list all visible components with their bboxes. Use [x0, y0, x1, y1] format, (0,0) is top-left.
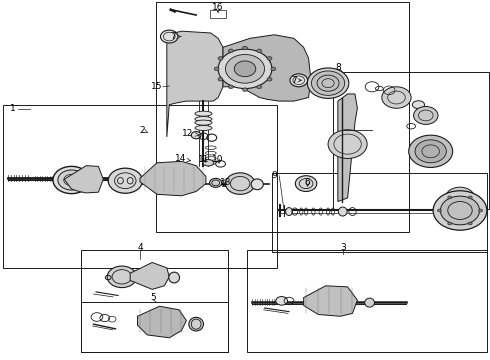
- Text: 12: 12: [182, 129, 199, 138]
- Bar: [156, 3, 409, 232]
- Ellipse shape: [271, 67, 276, 71]
- Ellipse shape: [234, 61, 256, 77]
- Text: 10: 10: [212, 156, 223, 165]
- Bar: [81, 250, 228, 352]
- Text: 6: 6: [305, 178, 311, 187]
- Ellipse shape: [225, 173, 255, 194]
- Ellipse shape: [243, 46, 247, 50]
- Bar: [272, 173, 487, 252]
- Ellipse shape: [365, 298, 374, 307]
- Ellipse shape: [195, 111, 212, 116]
- Ellipse shape: [290, 74, 308, 87]
- Polygon shape: [140, 161, 206, 196]
- Ellipse shape: [338, 207, 347, 216]
- Ellipse shape: [448, 222, 452, 225]
- Ellipse shape: [415, 140, 446, 163]
- Ellipse shape: [433, 191, 487, 230]
- Ellipse shape: [448, 196, 452, 199]
- Ellipse shape: [225, 54, 265, 83]
- Ellipse shape: [312, 71, 344, 95]
- Text: 7: 7: [170, 32, 181, 41]
- Ellipse shape: [286, 208, 293, 216]
- Ellipse shape: [218, 49, 272, 89]
- Ellipse shape: [382, 87, 411, 108]
- Text: 5: 5: [151, 293, 156, 302]
- Text: 7: 7: [291, 76, 301, 85]
- Ellipse shape: [169, 272, 179, 283]
- Ellipse shape: [203, 159, 214, 166]
- Ellipse shape: [251, 179, 263, 190]
- Ellipse shape: [267, 77, 272, 81]
- Polygon shape: [223, 35, 311, 101]
- Ellipse shape: [218, 57, 223, 60]
- Ellipse shape: [468, 196, 472, 199]
- Text: 15: 15: [151, 82, 163, 91]
- Text: 11: 11: [198, 155, 209, 164]
- Ellipse shape: [479, 209, 483, 212]
- Polygon shape: [64, 166, 103, 193]
- Ellipse shape: [220, 180, 230, 186]
- Ellipse shape: [243, 88, 247, 91]
- Bar: [247, 250, 487, 352]
- Text: 14: 14: [175, 154, 191, 163]
- Polygon shape: [138, 306, 186, 338]
- Ellipse shape: [189, 318, 203, 331]
- Ellipse shape: [445, 187, 475, 209]
- Ellipse shape: [214, 67, 219, 71]
- Bar: [333, 72, 490, 209]
- Ellipse shape: [438, 209, 441, 212]
- Ellipse shape: [228, 85, 233, 89]
- Text: 9: 9: [271, 171, 277, 180]
- Polygon shape: [130, 262, 169, 289]
- Polygon shape: [304, 286, 357, 316]
- Ellipse shape: [409, 135, 453, 167]
- Text: 4: 4: [137, 243, 143, 252]
- Ellipse shape: [276, 297, 288, 305]
- Ellipse shape: [413, 101, 424, 109]
- Ellipse shape: [107, 266, 137, 288]
- Bar: [210, 10, 226, 18]
- Polygon shape: [167, 31, 223, 137]
- Text: 1: 1: [10, 104, 16, 113]
- Bar: [81, 302, 228, 352]
- Polygon shape: [338, 94, 357, 202]
- Ellipse shape: [195, 126, 212, 131]
- Ellipse shape: [160, 30, 178, 43]
- Bar: [3, 105, 277, 268]
- Ellipse shape: [191, 132, 201, 139]
- Ellipse shape: [441, 196, 480, 225]
- Text: 16: 16: [212, 3, 224, 13]
- Ellipse shape: [58, 170, 85, 190]
- Ellipse shape: [307, 68, 349, 98]
- Text: 13: 13: [220, 178, 231, 187]
- Text: 2: 2: [140, 126, 148, 135]
- Ellipse shape: [195, 120, 212, 125]
- Text: 3: 3: [340, 243, 345, 252]
- Ellipse shape: [228, 49, 233, 53]
- Ellipse shape: [414, 107, 438, 125]
- Ellipse shape: [468, 222, 472, 225]
- Ellipse shape: [210, 179, 222, 187]
- Ellipse shape: [295, 176, 317, 192]
- Ellipse shape: [108, 168, 143, 193]
- Ellipse shape: [218, 77, 223, 81]
- Ellipse shape: [267, 57, 272, 60]
- Ellipse shape: [53, 166, 90, 194]
- Ellipse shape: [257, 85, 262, 89]
- Text: 8: 8: [335, 63, 341, 72]
- Ellipse shape: [328, 130, 367, 158]
- Ellipse shape: [257, 49, 262, 53]
- Ellipse shape: [195, 117, 212, 122]
